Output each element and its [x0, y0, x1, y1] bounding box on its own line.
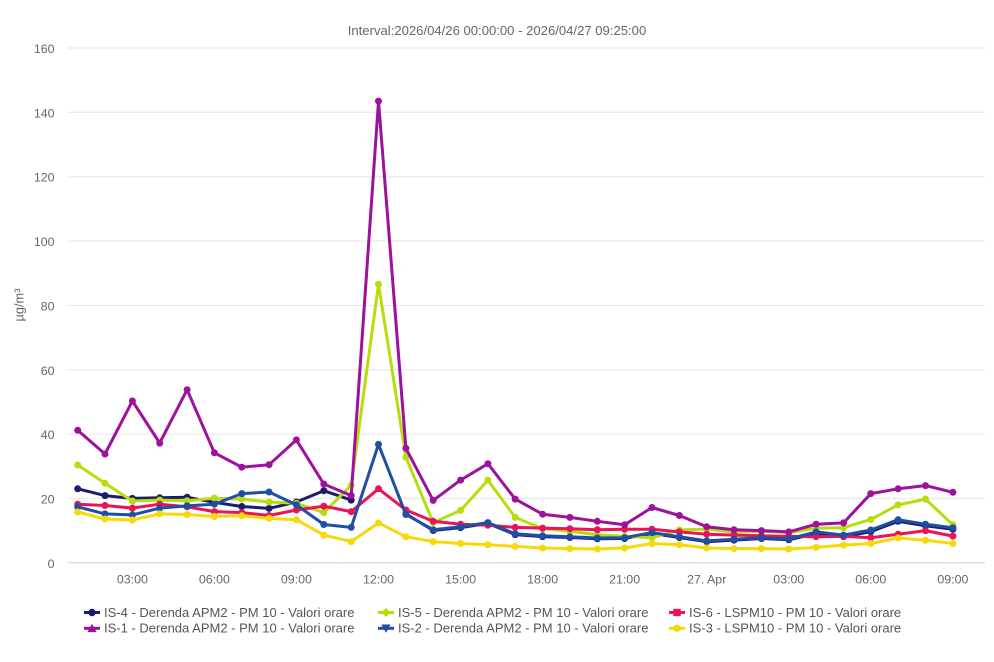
svg-text:40: 40: [41, 428, 55, 442]
svg-text:IS-1 - Derenda APM2 - PM 10 -: IS-1 - Derenda APM2 - PM 10 - Valori ora…: [104, 621, 354, 636]
svg-text:06:00: 06:00: [199, 573, 230, 587]
svg-text:µg/m³: µg/m³: [12, 288, 27, 322]
svg-text:IS-6 - LSPM10 - PM 10 - Valori: IS-6 - LSPM10 - PM 10 - Valori orare: [689, 605, 901, 620]
svg-text:12:00: 12:00: [363, 573, 394, 587]
svg-text:09:00: 09:00: [937, 573, 968, 587]
svg-text:21:00: 21:00: [609, 573, 640, 587]
svg-text:15:00: 15:00: [445, 573, 476, 587]
svg-text:0: 0: [48, 557, 55, 571]
svg-text:100: 100: [34, 235, 55, 249]
svg-text:18:00: 18:00: [527, 573, 558, 587]
svg-text:Interval:2026/04/26 00:00:00 -: Interval:2026/04/26 00:00:00 - 2026/04/2…: [348, 23, 647, 38]
svg-text:06:00: 06:00: [855, 573, 886, 587]
svg-text:20: 20: [41, 492, 55, 506]
svg-text:80: 80: [41, 299, 55, 313]
svg-text:120: 120: [34, 171, 55, 185]
svg-text:IS-3 - LSPM10 - PM 10 - Valori: IS-3 - LSPM10 - PM 10 - Valori orare: [689, 621, 901, 636]
svg-text:60: 60: [41, 364, 55, 378]
svg-text:03:00: 03:00: [773, 573, 804, 587]
svg-text:27. Apr: 27. Apr: [687, 573, 726, 587]
svg-text:IS-2 - Derenda APM2 - PM 10 -: IS-2 - Derenda APM2 - PM 10 - Valori ora…: [398, 621, 648, 636]
svg-text:140: 140: [34, 106, 55, 120]
svg-text:IS-5 - Derenda APM2 - PM 10 -: IS-5 - Derenda APM2 - PM 10 - Valori ora…: [398, 605, 648, 620]
svg-text:160: 160: [34, 42, 55, 56]
svg-text:09:00: 09:00: [281, 573, 312, 587]
svg-text:03:00: 03:00: [117, 573, 148, 587]
svg-text:IS-4 - Derenda APM2 - PM 10 -: IS-4 - Derenda APM2 - PM 10 - Valori ora…: [104, 605, 354, 620]
